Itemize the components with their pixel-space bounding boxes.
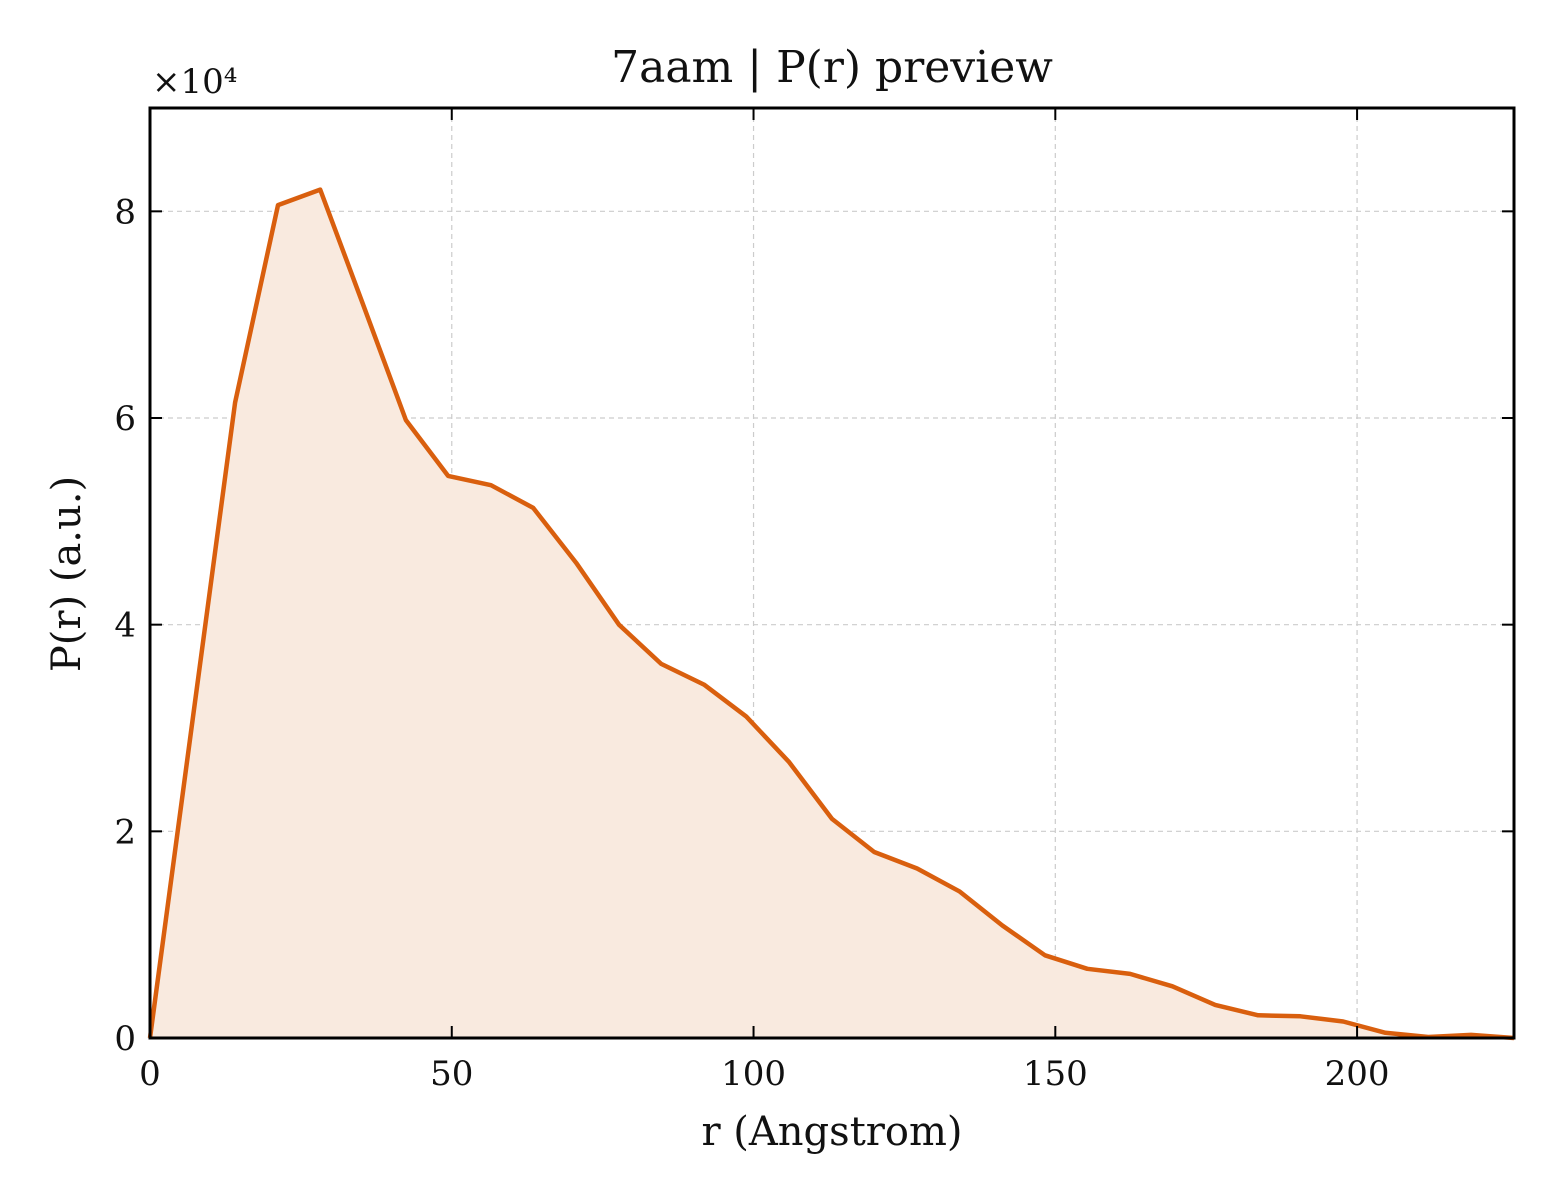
data-point	[1298, 1014, 1302, 1018]
data-point	[276, 203, 280, 207]
data-point	[1043, 953, 1047, 957]
data-point	[574, 561, 578, 565]
data-point	[915, 867, 919, 871]
data-point	[1170, 984, 1174, 988]
data-point	[404, 418, 408, 422]
data-point	[1213, 1003, 1217, 1007]
data-point	[489, 483, 493, 487]
y-axis-multiplier: ×10⁴	[152, 62, 237, 102]
chart-title: 7aam | P(r) preview	[611, 42, 1053, 93]
y-tick-label: 8	[114, 192, 136, 232]
data-point	[148, 1036, 152, 1040]
plot-frame	[148, 106, 1516, 1040]
axis-ticks	[149, 108, 1514, 1039]
data-point	[191, 716, 195, 720]
data-point	[1085, 967, 1089, 971]
data-point	[233, 401, 237, 405]
data-point	[361, 302, 365, 306]
data-point	[659, 662, 663, 666]
data-point	[1000, 923, 1004, 927]
data-point	[872, 850, 876, 854]
x-tick-label: 0	[139, 1054, 161, 1094]
data-point	[318, 188, 322, 192]
data-point	[957, 889, 961, 893]
x-tick-label: 150	[1023, 1054, 1088, 1094]
data-point	[702, 683, 706, 687]
data-point	[830, 817, 834, 821]
data-point	[531, 506, 535, 510]
y-tick-label: 4	[114, 606, 136, 646]
series-line	[147, 187, 1515, 1041]
data-point	[1128, 972, 1132, 976]
x-axis-label: r (Angstrom)	[701, 1109, 962, 1155]
data-point	[787, 760, 791, 764]
data-point	[1426, 1035, 1430, 1039]
data-point	[1512, 1036, 1516, 1040]
y-tick-label: 6	[114, 399, 136, 439]
data-point	[446, 474, 450, 478]
data-point	[1469, 1033, 1473, 1037]
data-point	[744, 715, 748, 719]
x-tick-label: 100	[721, 1054, 786, 1094]
data-point	[1341, 1020, 1345, 1024]
x-tick-label: 50	[430, 1054, 473, 1094]
y-tick-label: 2	[114, 812, 136, 852]
data-point	[1256, 1013, 1260, 1017]
area-fill	[150, 189, 1514, 1039]
y-axis-label: P(r) (a.u.)	[44, 476, 90, 672]
y-tick-label: 0	[114, 1019, 136, 1059]
x-tick-label: 200	[1325, 1054, 1390, 1094]
data-point	[1383, 1031, 1387, 1035]
data-point	[617, 623, 621, 627]
